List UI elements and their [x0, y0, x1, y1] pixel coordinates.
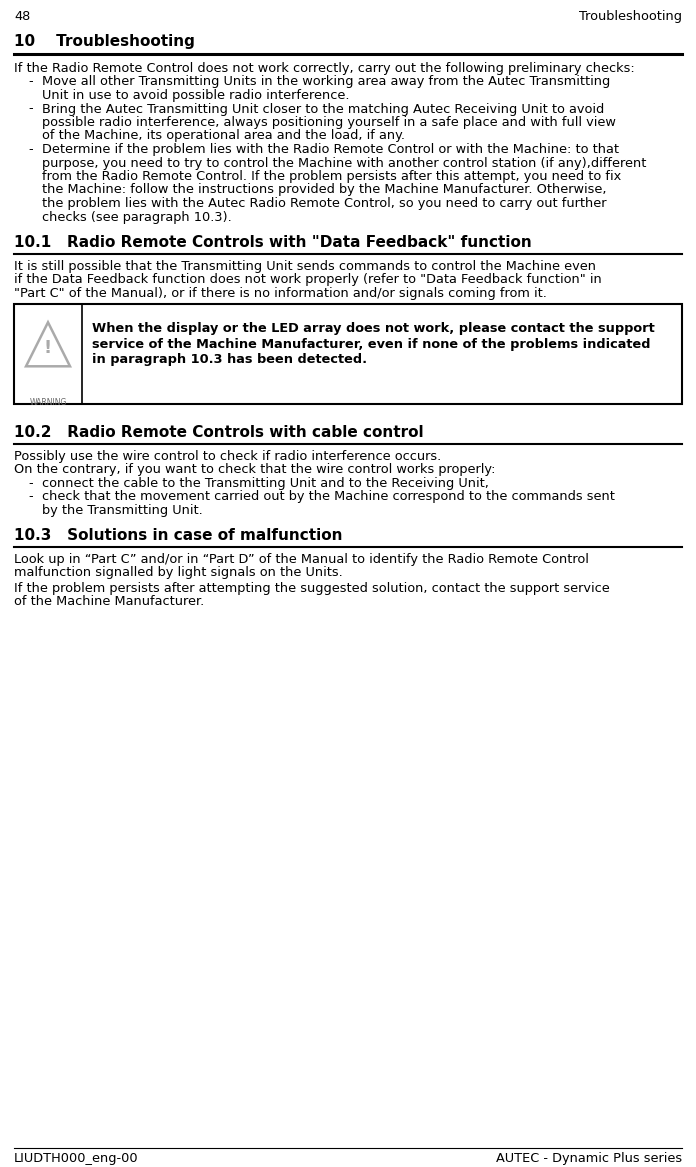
- Text: 48: 48: [14, 11, 30, 23]
- Text: 10.1   Radio Remote Controls with "Data Feedback" function: 10.1 Radio Remote Controls with "Data Fe…: [14, 235, 532, 250]
- Text: checks (see paragraph 10.3).: checks (see paragraph 10.3).: [42, 210, 232, 224]
- Text: if the Data Feedback function does not work properly (refer to "Data Feedback fu: if the Data Feedback function does not w…: [14, 273, 602, 286]
- Text: If the problem persists after attempting the suggested solution, contact the sup: If the problem persists after attempting…: [14, 582, 610, 595]
- Text: 10.3   Solutions in case of malfunction: 10.3 Solutions in case of malfunction: [14, 527, 342, 543]
- Text: 10.2   Radio Remote Controls with cable control: 10.2 Radio Remote Controls with cable co…: [14, 425, 424, 440]
- Text: -: -: [28, 103, 33, 116]
- Text: the problem lies with the Autec Radio Remote Control, so you need to carry out f: the problem lies with the Autec Radio Re…: [42, 197, 606, 210]
- Text: !: !: [44, 340, 52, 357]
- Text: from the Radio Remote Control. If the problem persists after this attempt, you n: from the Radio Remote Control. If the pr…: [42, 170, 622, 183]
- Text: -: -: [28, 76, 33, 89]
- Text: by the Transmitting Unit.: by the Transmitting Unit.: [42, 503, 203, 517]
- Text: malfunction signalled by light signals on the Units.: malfunction signalled by light signals o…: [14, 566, 342, 579]
- Text: -: -: [28, 144, 33, 156]
- Text: connect the cable to the Transmitting Unit and to the Receiving Unit,: connect the cable to the Transmitting Un…: [42, 476, 489, 489]
- Text: Look up in “Part C” and/or in “Part D” of the Manual to identify the Radio Remot: Look up in “Part C” and/or in “Part D” o…: [14, 553, 589, 566]
- Bar: [14, 305, 682, 404]
- Text: Determine if the problem lies with the Radio Remote Control or with the Machine:: Determine if the problem lies with the R…: [42, 144, 619, 156]
- Text: service of the Machine Manufacturer, even if none of the problems indicated: service of the Machine Manufacturer, eve…: [92, 337, 651, 351]
- Text: WARNING: WARNING: [29, 398, 67, 407]
- Text: the Machine: follow the instructions provided by the Machine Manufacturer. Other: the Machine: follow the instructions pro…: [42, 183, 606, 196]
- Text: On the contrary, if you want to check that the wire control works properly:: On the contrary, if you want to check th…: [14, 463, 496, 476]
- Text: LIUDTH000_eng-00: LIUDTH000_eng-00: [14, 1152, 139, 1165]
- Text: When the display or the LED array does not work, please contact the support: When the display or the LED array does n…: [92, 322, 655, 335]
- Text: check that the movement carried out by the Machine correspond to the commands se: check that the movement carried out by t…: [42, 490, 615, 503]
- Text: 10    Troubleshooting: 10 Troubleshooting: [14, 34, 195, 49]
- Text: purpose, you need to try to control the Machine with another control station (if: purpose, you need to try to control the …: [42, 156, 647, 169]
- Text: Move all other Transmitting Units in the working area away from the Autec Transm: Move all other Transmitting Units in the…: [42, 76, 610, 89]
- Text: in paragraph 10.3 has been detected.: in paragraph 10.3 has been detected.: [92, 354, 367, 366]
- Text: Possibly use the wire control to check if radio interference occurs.: Possibly use the wire control to check i…: [14, 449, 441, 462]
- Text: Troubleshooting: Troubleshooting: [579, 11, 682, 23]
- Text: -: -: [28, 476, 33, 489]
- Text: Bring the Autec Transmitting Unit closer to the matching Autec Receiving Unit to: Bring the Autec Transmitting Unit closer…: [42, 103, 604, 116]
- Text: of the Machine Manufacturer.: of the Machine Manufacturer.: [14, 595, 204, 608]
- Text: It is still possible that the Transmitting Unit sends commands to control the Ma: It is still possible that the Transmitti…: [14, 260, 596, 273]
- Text: AUTEC - Dynamic Plus series: AUTEC - Dynamic Plus series: [496, 1152, 682, 1165]
- Text: If the Radio Remote Control does not work correctly, carry out the following pre: If the Radio Remote Control does not wor…: [14, 62, 635, 75]
- Text: "Part C" of the Manual), or if there is no information and/or signals coming fro: "Part C" of the Manual), or if there is …: [14, 287, 547, 300]
- Text: -: -: [28, 490, 33, 503]
- Text: of the Machine, its operational area and the load, if any.: of the Machine, its operational area and…: [42, 130, 405, 142]
- Text: Unit in use to avoid possible radio interference.: Unit in use to avoid possible radio inte…: [42, 89, 349, 102]
- Text: possible radio interference, always positioning yourself in a safe place and wit: possible radio interference, always posi…: [42, 116, 616, 130]
